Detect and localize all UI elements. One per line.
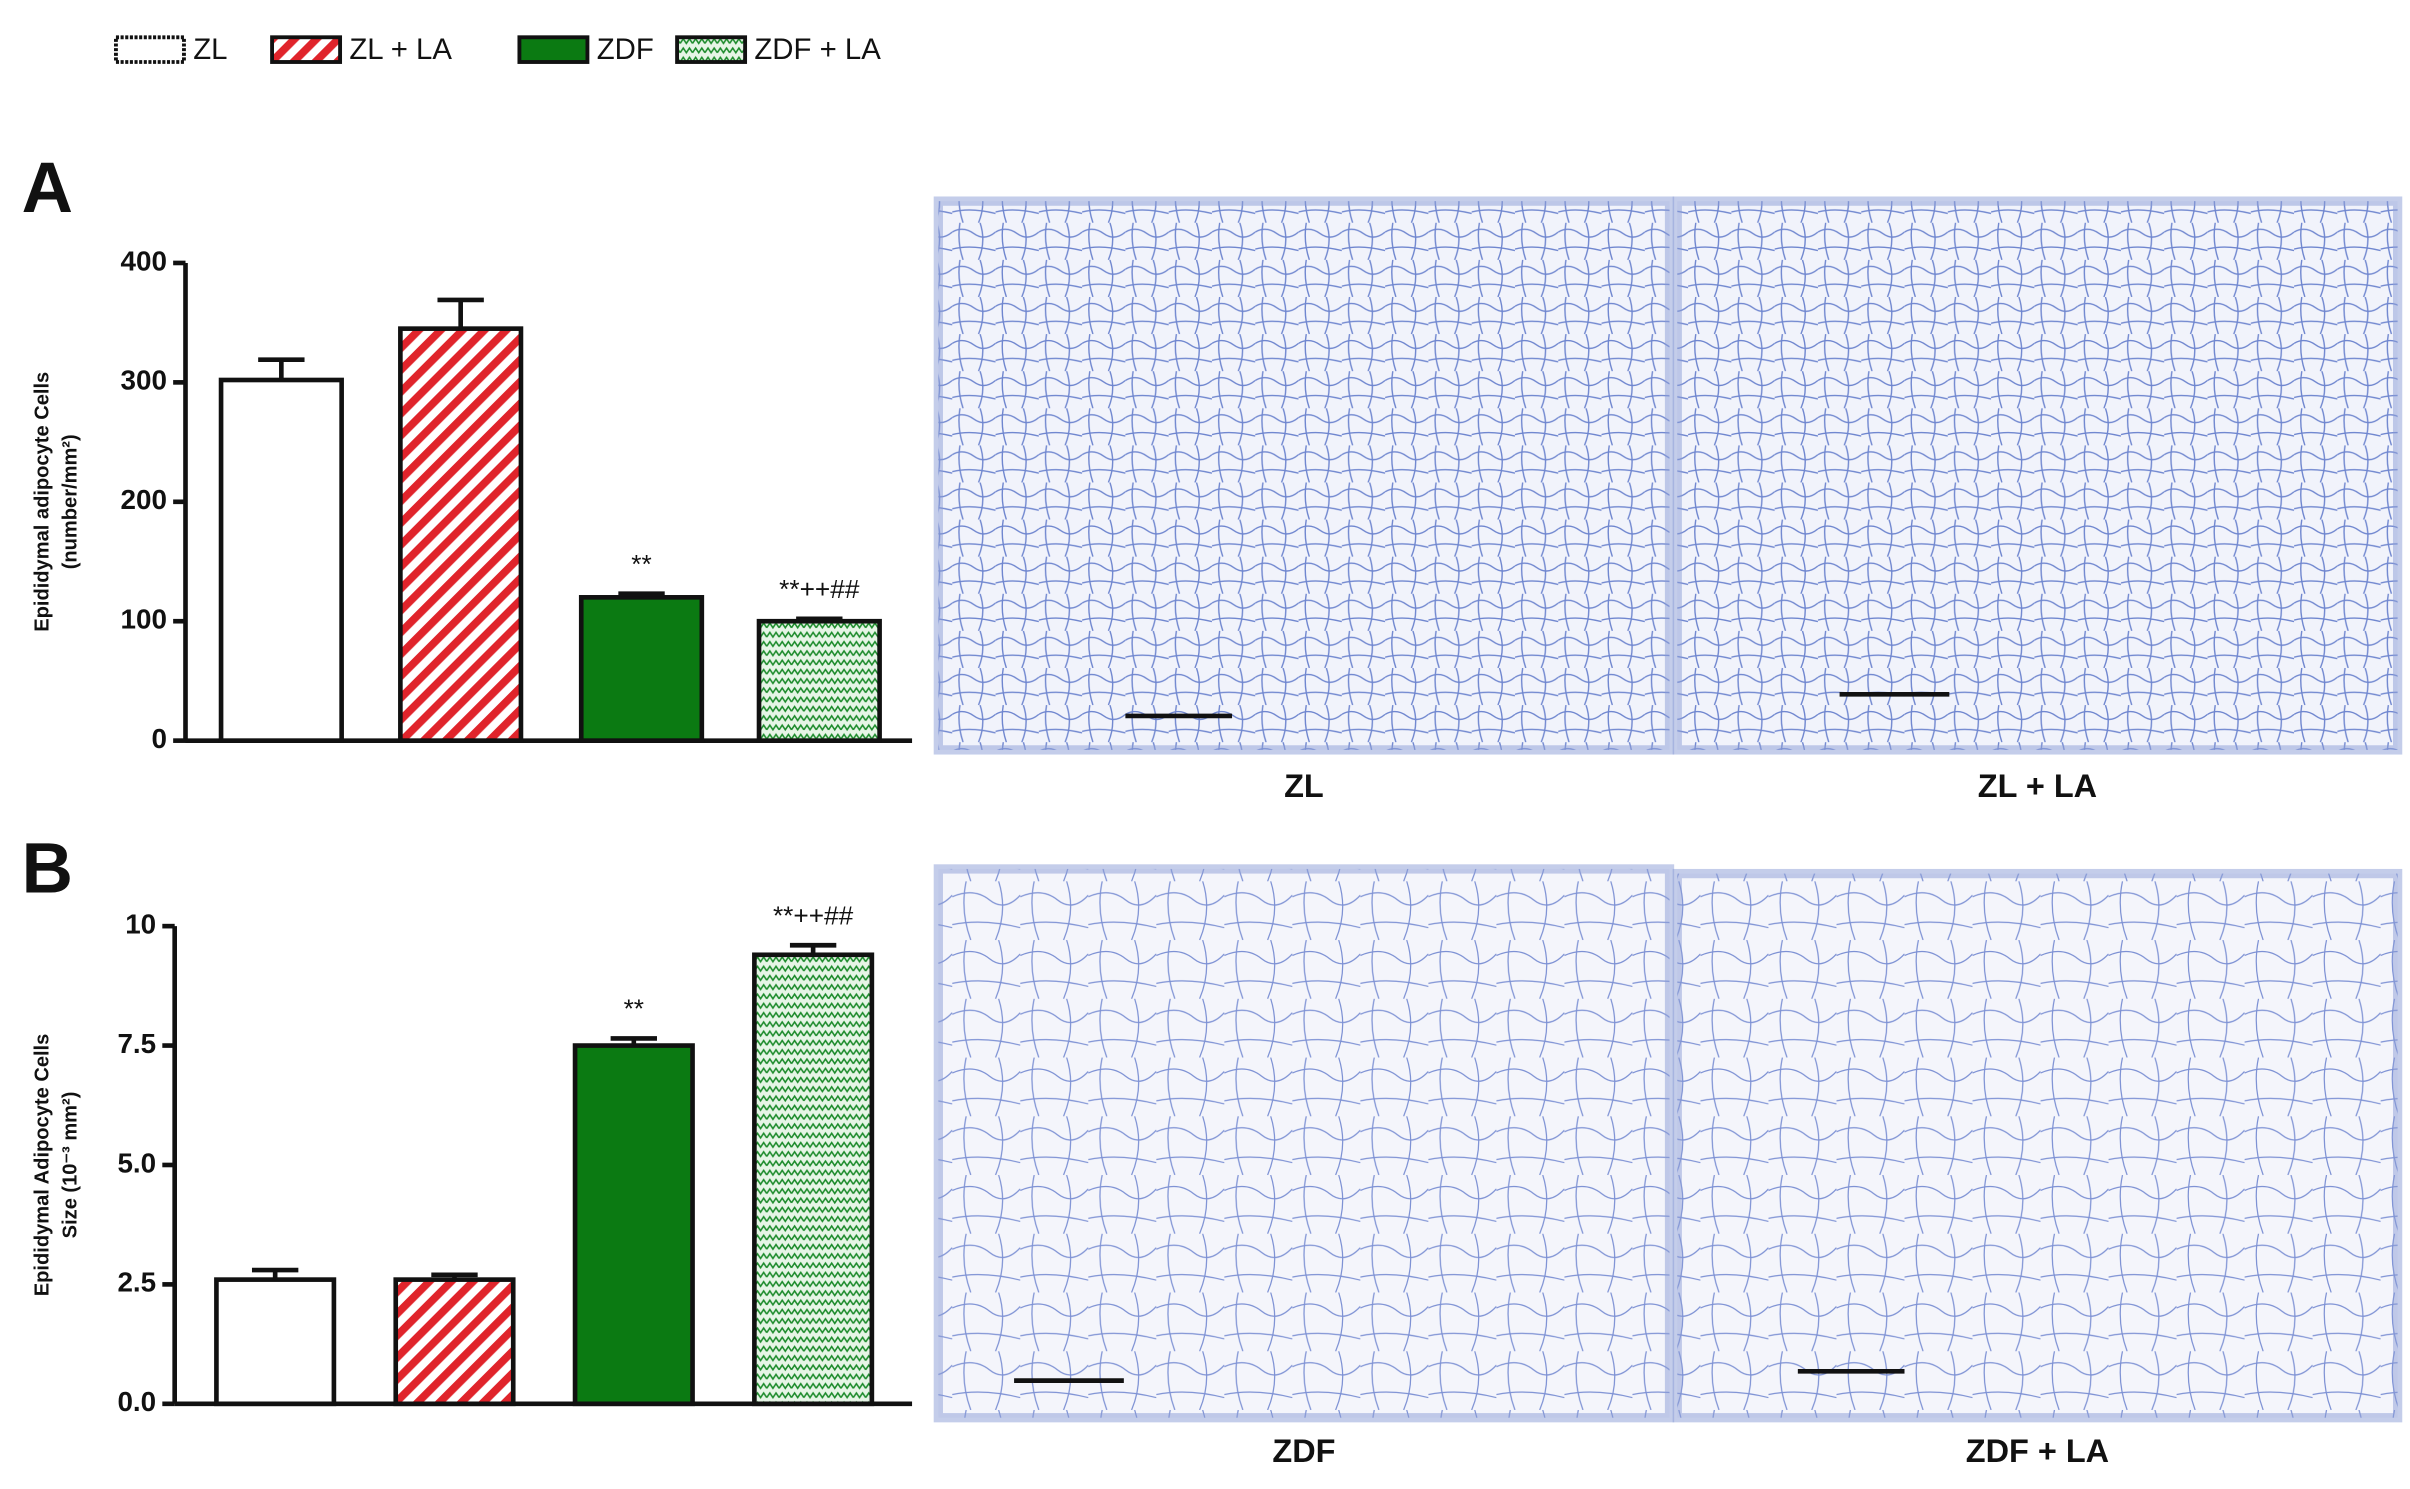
error-bar xyxy=(796,616,843,622)
legend: ZL ZL + LA ZDF ZDF + LA xyxy=(114,33,881,66)
charts: A 0 100 200 300 400 Epididymal adipocyte Cells… xyxy=(22,149,913,1417)
micrograph xyxy=(1677,873,2398,1418)
error-bar xyxy=(789,942,837,955)
micrograph-caption: ZDF + LA xyxy=(1966,1433,2109,1469)
legend-label: ZDF + LA xyxy=(754,33,881,66)
y-tick-label: 0 xyxy=(151,723,166,754)
error-bar xyxy=(437,297,484,329)
micrograph-panel: ZDF xyxy=(933,864,1675,1469)
bar xyxy=(752,952,875,1407)
micrograph-caption: ZL xyxy=(1284,768,1324,804)
legend-label: ZL + LA xyxy=(349,33,452,66)
y-tick-label: 300 xyxy=(121,365,167,396)
micrograph-caption: ZL + LA xyxy=(1978,768,2097,804)
y-axis-title: Epididymal adipocyte Cells xyxy=(32,372,54,632)
panel-label: A xyxy=(22,149,73,228)
legend-label: ZL xyxy=(193,33,227,66)
bar-chart: A 0 100 200 300 400 Epididymal adipocyte Cells… xyxy=(22,149,913,754)
micrograph xyxy=(938,201,1670,750)
error-bar xyxy=(610,1036,657,1046)
vignette xyxy=(933,196,1675,755)
error-bar xyxy=(618,591,665,598)
legend-swatch xyxy=(517,35,590,64)
vignette xyxy=(1672,868,2403,1423)
bar xyxy=(572,1043,695,1407)
legend-swatch xyxy=(675,35,748,64)
significance-label: **++## xyxy=(779,574,860,604)
vignette xyxy=(1672,196,2403,755)
error-bar xyxy=(258,357,305,380)
panel-label: B xyxy=(22,829,73,908)
y-axis-title: Epididymal Adipocyte Cells xyxy=(32,1034,54,1297)
y-tick-label: 0.0 xyxy=(117,1386,156,1417)
bar xyxy=(214,1277,337,1407)
bar xyxy=(578,595,705,743)
micrographs: ZL ZL + LA ZDF ZDF + LA xyxy=(933,196,2403,1469)
bar xyxy=(398,326,524,743)
micrograph-panel: ZDF + LA xyxy=(1672,868,2403,1469)
y-axis-title: Size (10⁻³ mm²) xyxy=(59,1092,81,1239)
error-bar xyxy=(251,1267,299,1280)
error-bar xyxy=(431,1272,478,1280)
y-axis-title: (number/mm²) xyxy=(59,434,81,569)
significance-label: ** xyxy=(624,994,644,1024)
legend-swatch xyxy=(270,35,343,64)
significance-label: **++## xyxy=(773,900,854,930)
y-tick-label: 2.5 xyxy=(117,1267,156,1298)
legend-label: ZDF xyxy=(597,33,654,66)
micrograph-panel: ZL xyxy=(933,196,1675,804)
micrograph-panel: ZL + LA xyxy=(1672,196,2403,804)
y-tick-label: 10 xyxy=(125,908,156,939)
significance-label: ** xyxy=(631,549,651,579)
y-tick-label: 200 xyxy=(121,484,167,515)
micrograph-caption: ZDF xyxy=(1272,1433,1335,1469)
legend-swatch xyxy=(114,35,186,64)
y-tick-label: 400 xyxy=(121,245,167,276)
bar xyxy=(756,618,882,743)
bar xyxy=(393,1277,516,1407)
bar-chart: B 0.0 2.5 5.0 7.5 10 Epididymal Adipocyte Cell… xyxy=(22,829,913,1417)
vignette xyxy=(933,864,1675,1423)
micrograph xyxy=(1677,201,2398,750)
y-tick-label: 100 xyxy=(121,604,167,635)
micrograph xyxy=(938,868,1670,1418)
y-tick-label: 5.0 xyxy=(117,1147,156,1178)
bar xyxy=(218,377,344,743)
y-tick-label: 7.5 xyxy=(117,1028,156,1059)
